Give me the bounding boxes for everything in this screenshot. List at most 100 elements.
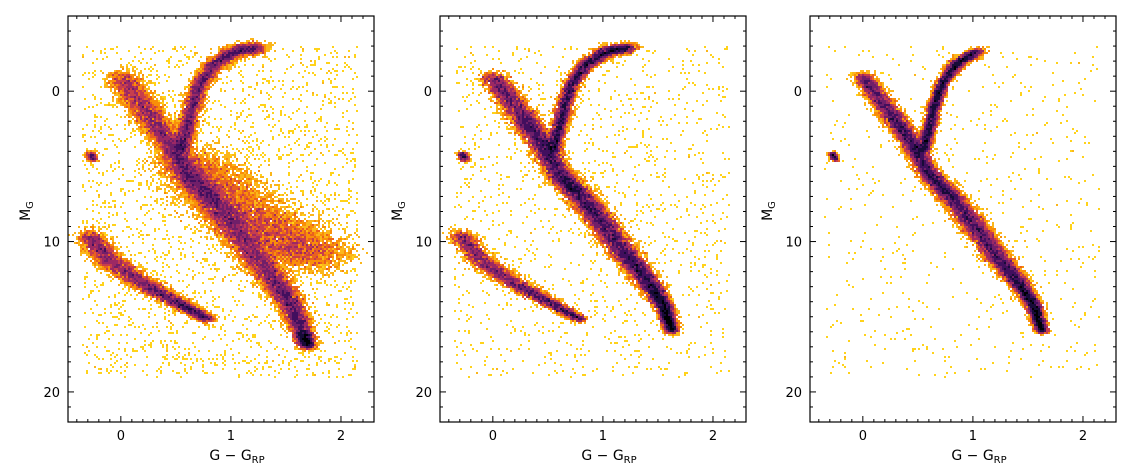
- density-cell: [312, 232, 314, 234]
- density-cell: [254, 220, 256, 222]
- density-cell: [282, 154, 284, 156]
- density-cell: [228, 56, 230, 58]
- density-cell: [228, 230, 230, 232]
- density-cell: [246, 178, 248, 180]
- density-cell: [230, 54, 232, 56]
- density-cell: [230, 52, 232, 54]
- density-cell: [312, 234, 314, 236]
- density-cell: [144, 124, 146, 126]
- density-cell: [198, 200, 200, 202]
- density-cell: [224, 222, 226, 224]
- density-cell: [240, 168, 242, 170]
- density-cell: [338, 214, 340, 216]
- density-cell: [200, 160, 202, 162]
- density-cell: [352, 88, 354, 90]
- density-cell: [188, 160, 190, 162]
- density-cell: [238, 222, 240, 224]
- density-cell: [184, 100, 186, 102]
- density-cell: [260, 42, 262, 44]
- density-cell: [232, 60, 234, 62]
- density-cell: [144, 108, 146, 110]
- density-cell: [148, 126, 150, 128]
- density-cell: [216, 216, 218, 218]
- density-cell: [224, 220, 226, 222]
- density-cell: [236, 170, 238, 172]
- density-cell: [178, 100, 180, 102]
- density-cell: [226, 152, 228, 154]
- density-cell: [164, 144, 166, 146]
- density-cell: [260, 174, 262, 176]
- density-cell: [206, 72, 208, 74]
- density-cell: [78, 240, 80, 242]
- density-cell: [200, 88, 202, 90]
- density-cell: [226, 58, 228, 60]
- density-cell: [154, 166, 156, 168]
- density-cell: [174, 116, 176, 118]
- density-cell: [250, 146, 252, 148]
- density-cell: [290, 190, 292, 192]
- density-cell: [294, 204, 296, 206]
- density-cell: [278, 184, 280, 186]
- density-cell: [256, 40, 258, 42]
- density-cell: [308, 142, 310, 144]
- density-cell: [240, 208, 242, 210]
- density-cell: [310, 234, 312, 236]
- density-cell: [182, 116, 184, 118]
- density-cell: [170, 144, 172, 146]
- density-cell: [242, 130, 244, 132]
- density-cell: [230, 198, 232, 200]
- density-cell: [222, 68, 224, 70]
- density-cell: [232, 200, 234, 202]
- density-cell: [284, 226, 286, 228]
- density-cell: [214, 80, 216, 82]
- density-cell: [210, 160, 212, 162]
- density-cell: [146, 76, 148, 78]
- density-cell: [278, 186, 280, 188]
- density-cell: [164, 146, 166, 148]
- density-cell: [154, 148, 156, 150]
- density-cell: [182, 148, 184, 150]
- density-cell: [156, 146, 158, 148]
- density-cell: [164, 154, 166, 156]
- density-cell: [274, 214, 276, 216]
- density-cell: [160, 184, 162, 186]
- density-cell: [196, 90, 198, 92]
- density-cell: [234, 42, 236, 44]
- density-cell: [324, 54, 326, 56]
- density-cell: [196, 218, 198, 220]
- density-cell: [162, 50, 164, 52]
- density-cell: [238, 230, 240, 232]
- density-cell: [224, 176, 226, 178]
- density-cell: [224, 186, 226, 188]
- density-cell: [198, 182, 200, 184]
- density-cell: [184, 194, 186, 196]
- density-cell: [336, 128, 338, 130]
- density-cell: [236, 236, 238, 238]
- density-cell: [246, 220, 248, 222]
- density-cell: [222, 62, 224, 64]
- density-cell: [138, 98, 140, 100]
- density-cell: [250, 178, 252, 180]
- density-cell: [202, 156, 204, 158]
- density-cell: [128, 122, 130, 124]
- density-cell: [190, 192, 192, 194]
- density-cell: [252, 42, 254, 44]
- density-cell: [202, 84, 204, 86]
- density-cell: [250, 152, 252, 154]
- density-cell: [184, 54, 186, 56]
- density-cell: [270, 210, 272, 212]
- density-cell: [252, 224, 254, 226]
- density-cell: [120, 90, 122, 92]
- density-cell: [82, 186, 84, 188]
- density-cell: [224, 158, 226, 160]
- density-cell: [192, 94, 194, 96]
- density-cell: [236, 160, 238, 162]
- density-cell: [152, 118, 154, 120]
- density-cell: [196, 68, 198, 70]
- density-cell: [86, 220, 88, 222]
- density-cell: [146, 182, 148, 184]
- density-cell: [230, 204, 232, 206]
- density-cell: [290, 218, 292, 220]
- density-cell: [160, 120, 162, 122]
- density-cell: [170, 140, 172, 142]
